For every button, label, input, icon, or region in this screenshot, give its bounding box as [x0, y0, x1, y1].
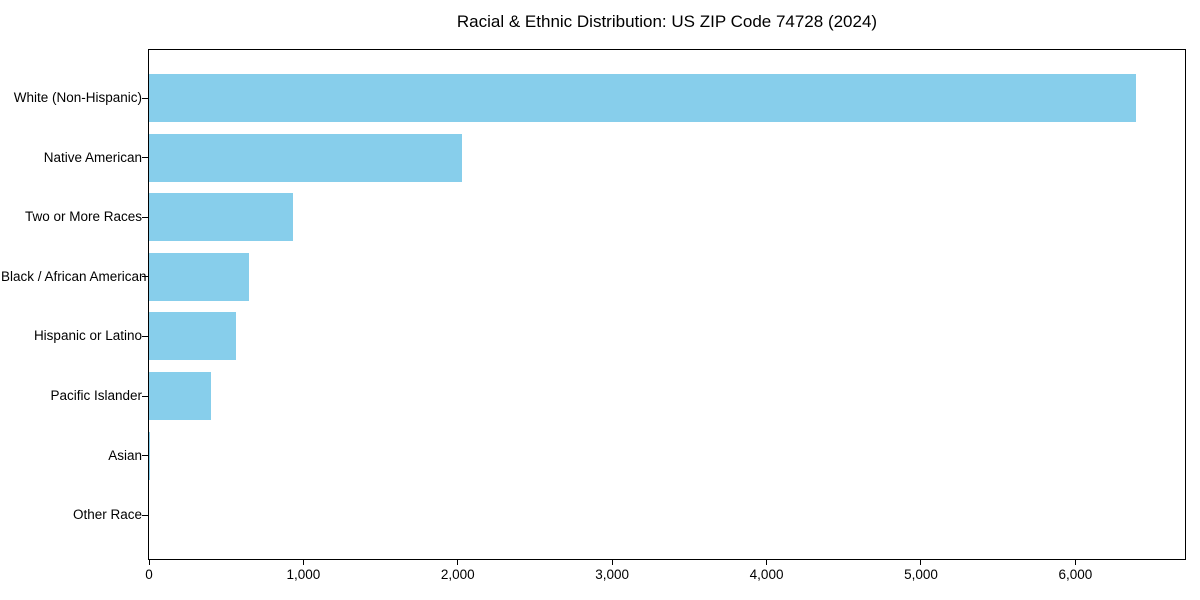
x-axis-tick	[1074, 559, 1076, 565]
x-axis-tick	[611, 559, 613, 565]
y-axis-tick	[142, 395, 148, 397]
plot-area: White (Non-Hispanic) Native American Two o…	[1, 49, 1186, 582]
x-axis-tick-label: 6,000	[1058, 567, 1093, 582]
y-axis-tick	[142, 216, 148, 218]
bar	[149, 312, 237, 361]
x-axis-tick-label: 3,000	[595, 567, 630, 582]
bar	[149, 431, 151, 480]
bar	[149, 193, 294, 242]
y-axis-tick	[142, 157, 148, 159]
y-axis-label: Asian	[108, 447, 142, 463]
y-axis-label: Black / African American	[1, 268, 147, 284]
x-axis-tick-label: 5,000	[904, 567, 938, 582]
x-axis-tick	[302, 559, 304, 565]
y-axis-tick	[142, 455, 148, 457]
y-axis-tick	[142, 335, 148, 337]
x-axis-tick-label: 1,000	[286, 567, 321, 582]
bar	[149, 74, 1136, 122]
y-axis-tick	[142, 276, 148, 278]
y-axis-tick	[142, 97, 148, 99]
x-axis-tick-label: 2,000	[440, 567, 475, 582]
y-axis-label: Pacific Islander	[50, 388, 142, 403]
x-axis-tick-label: 0	[145, 567, 153, 582]
bar	[149, 372, 211, 420]
x-axis-tick	[148, 559, 150, 565]
x-axis-tick	[920, 559, 922, 565]
y-axis-label: Native American	[43, 149, 142, 165]
bar	[149, 252, 250, 301]
y-axis-label: Two or More Races	[24, 209, 142, 225]
y-axis-label: Hispanic or Latino	[33, 328, 142, 344]
bar	[149, 133, 463, 182]
y-axis-label: White (Non-Hispanic)	[13, 90, 142, 105]
chart-title: Racial & Ethnic Distribution: US ZIP Cod…	[456, 12, 878, 31]
y-axis-label: Other Race	[72, 507, 142, 523]
x-axis-tick-label: 4,000	[749, 567, 784, 582]
y-axis-tick	[142, 514, 148, 516]
x-axis-tick	[766, 559, 768, 565]
x-axis-tick	[457, 559, 459, 565]
